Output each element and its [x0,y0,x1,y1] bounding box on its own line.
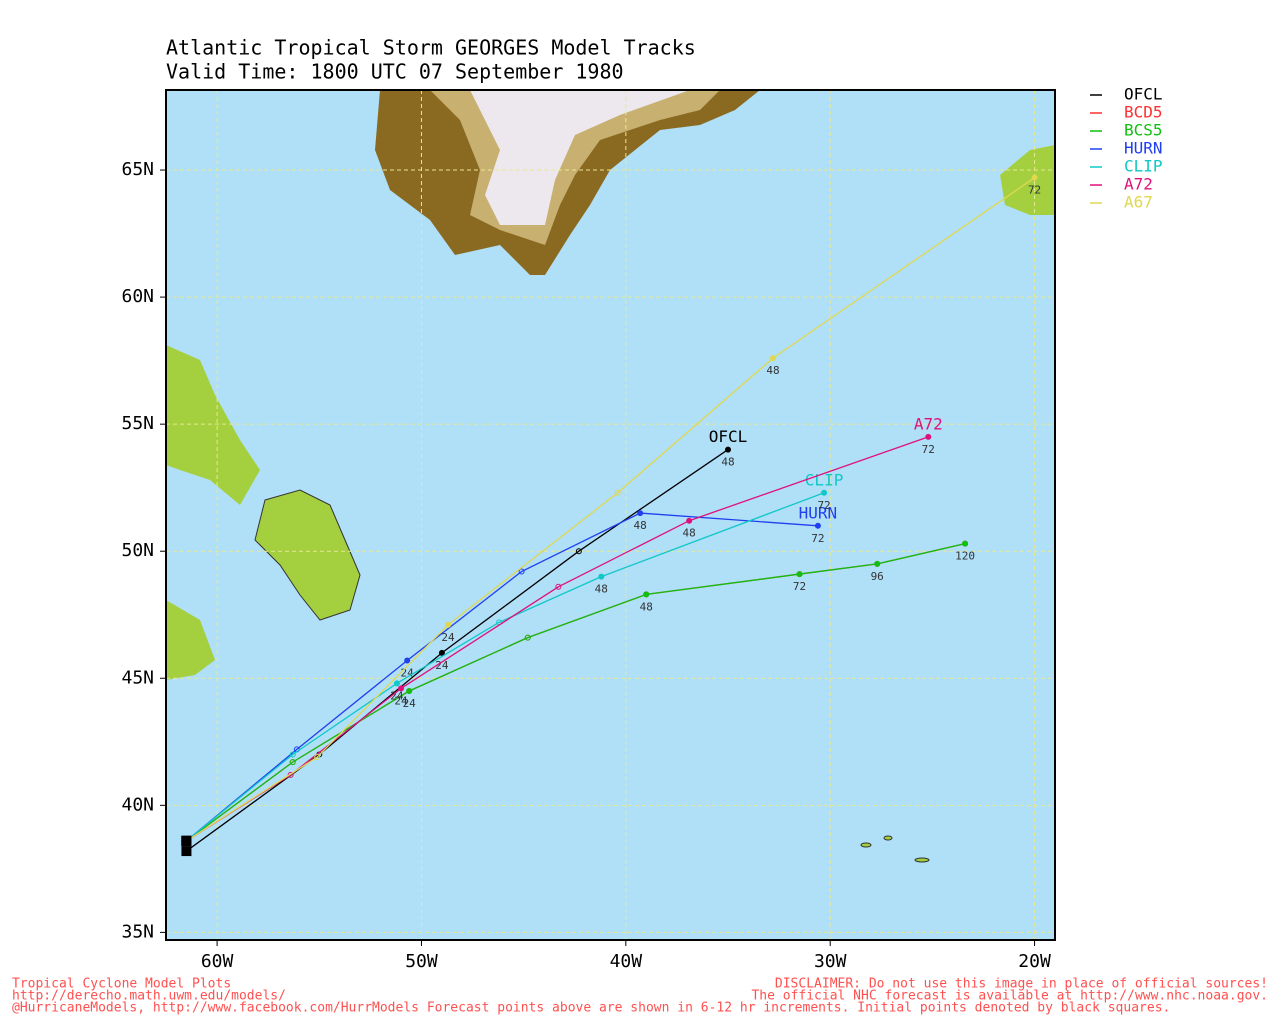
track-point [314,754,321,761]
legend-label: BCS5 [1124,121,1163,140]
hour-label: 24 [403,697,417,710]
y-tick-label: 35N [121,921,154,942]
legend-label: A67 [1124,193,1153,212]
legend-label: BCD5 [1124,103,1163,122]
track-point [404,657,411,664]
track-name: CLIP [805,470,844,489]
track-point [555,583,562,590]
track-line [186,492,825,842]
hour-label: 48 [634,519,647,532]
hour-label: 24 [441,631,455,644]
track-point [925,433,932,440]
initial-point [181,846,192,857]
x-tick-label: 30W [814,951,847,972]
hour-label: 96 [871,570,884,583]
hour-label: 72 [817,499,830,512]
map-frame [165,89,1056,941]
track-point [686,517,693,524]
hour-label: 72 [811,532,824,545]
track-line [186,512,818,842]
footer-text: @HurricaneModels, http://www.facebook.co… [12,1001,1170,1016]
azores [914,857,930,863]
y-tick-label: 65N [121,159,154,180]
track-point [1031,174,1038,181]
track-line [186,177,1035,842]
azores [860,842,872,848]
initial-point [181,835,192,846]
track-point [289,759,296,766]
y-tick-label: 45N [121,667,154,688]
track-point [643,591,650,598]
hour-label: 48 [766,364,779,377]
legend-label: OFCL [1124,85,1163,104]
hour-label: 48 [721,456,734,469]
legend-label: HURN [1124,139,1163,158]
hour-label: 48 [640,600,653,613]
track-point [289,751,296,758]
tracks: 2448OFCL24487296120244872HURN244872CLIP2… [181,174,1041,857]
track-line [186,542,966,842]
hour-label: 24 [435,659,449,672]
track-name: HURN [799,503,838,522]
x-tick-label: 40W [610,951,643,972]
track-point [518,568,525,575]
track-point [814,522,821,529]
track-point [874,560,881,567]
footer: Tropical Cyclone Model Plots http://dere… [12,977,1268,1016]
track-name: A72 [914,414,943,433]
track-point [962,540,969,547]
track-point [438,649,445,656]
subtitle: Valid Time: 1800 UTC 07 September 1980 [166,60,624,84]
hour-label: 72 [922,443,935,456]
track-point [796,571,803,578]
track-point [287,771,294,778]
hour-label: 48 [683,527,696,540]
newfoundland [254,489,361,621]
azores [883,835,893,841]
hour-label: 24 [394,694,408,707]
footer-text: The official NHC forecast is available a… [751,989,1268,1004]
track-point [614,489,621,496]
track-point [575,548,582,555]
hour-label: 72 [793,580,806,593]
legend-label: A72 [1124,175,1153,194]
track-point [524,634,531,641]
track-point [769,355,776,362]
footer-text: Tropical Cyclone Model Plots [12,977,231,992]
hour-label: 24 [390,689,404,702]
y-tick-label: 40N [121,794,154,815]
track-point [406,687,413,694]
title: Atlantic Tropical Storm GEORGES Model Tr… [166,36,696,60]
greenland-ice [470,90,690,225]
labrador [166,345,260,505]
legend-label: CLIP [1124,157,1163,176]
footer-text: DISCLAIMER: Do not use this image in pla… [775,977,1268,992]
hour-label: 72 [1028,184,1041,197]
track-point [598,573,605,580]
footer-text: http://derecho.math.uwm.edu/models/ [12,989,286,1004]
x-tick-label: 50W [405,951,438,972]
track-point [637,510,644,517]
hour-label: 120 [955,550,975,563]
track-point [725,446,732,453]
nova-scotia [166,600,215,680]
y-tick-label: 50N [121,540,154,561]
y-tick-label: 60N [121,286,154,307]
track-point [821,489,828,496]
iceland [1000,145,1055,215]
track-point [393,680,400,687]
x-tick-label: 20W [1018,951,1051,972]
x-tick-label: 60W [201,951,234,972]
track-point [445,621,452,628]
hour-label: 48 [595,583,608,596]
track-name: OFCL [709,427,748,446]
map-area [166,90,1055,940]
track-point [398,685,405,692]
y-tick-label: 55N [121,413,154,434]
